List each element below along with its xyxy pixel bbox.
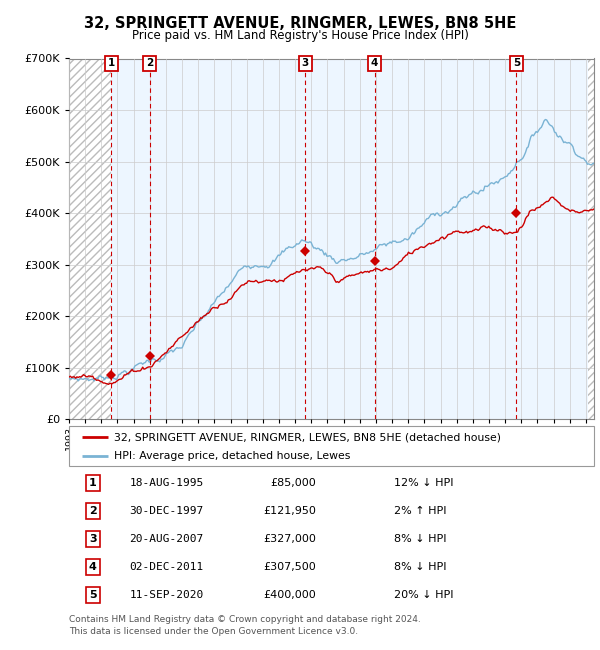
Text: 02-DEC-2011: 02-DEC-2011 [130, 562, 203, 572]
Text: 20-AUG-2007: 20-AUG-2007 [130, 534, 203, 544]
Text: £327,000: £327,000 [263, 534, 316, 544]
Text: 8% ↓ HPI: 8% ↓ HPI [395, 562, 447, 572]
FancyBboxPatch shape [69, 426, 594, 466]
Text: 2: 2 [146, 58, 153, 68]
Text: £121,950: £121,950 [263, 506, 316, 516]
Text: 18-AUG-1995: 18-AUG-1995 [130, 478, 203, 488]
Text: 2% ↑ HPI: 2% ↑ HPI [395, 506, 447, 516]
Bar [587, 58, 594, 419]
Text: £307,500: £307,500 [263, 562, 316, 572]
Text: Price paid vs. HM Land Registry's House Price Index (HPI): Price paid vs. HM Land Registry's House … [131, 29, 469, 42]
Text: £85,000: £85,000 [270, 478, 316, 488]
Text: 12% ↓ HPI: 12% ↓ HPI [395, 478, 454, 488]
Text: HPI: Average price, detached house, Lewes: HPI: Average price, detached house, Lewe… [113, 451, 350, 461]
Text: 3: 3 [89, 534, 97, 544]
Text: Contains HM Land Registry data © Crown copyright and database right 2024.
This d: Contains HM Land Registry data © Crown c… [69, 614, 421, 636]
Text: 3: 3 [302, 58, 309, 68]
Bar [69, 58, 594, 419]
Text: 2: 2 [89, 506, 97, 516]
Text: 4: 4 [371, 58, 379, 68]
Text: 11-SEP-2020: 11-SEP-2020 [130, 590, 203, 600]
Text: 1: 1 [89, 478, 97, 488]
Text: £400,000: £400,000 [263, 590, 316, 600]
Text: 8% ↓ HPI: 8% ↓ HPI [395, 534, 447, 544]
Text: 20% ↓ HPI: 20% ↓ HPI [395, 590, 454, 600]
Text: 5: 5 [89, 590, 97, 600]
Text: 1: 1 [108, 58, 115, 68]
Text: 30-DEC-1997: 30-DEC-1997 [130, 506, 203, 516]
Text: 5: 5 [513, 58, 520, 68]
Text: 32, SPRINGETT AVENUE, RINGMER, LEWES, BN8 5HE (detached house): 32, SPRINGETT AVENUE, RINGMER, LEWES, BN… [113, 432, 500, 442]
Bar [69, 58, 112, 419]
Text: 32, SPRINGETT AVENUE, RINGMER, LEWES, BN8 5HE: 32, SPRINGETT AVENUE, RINGMER, LEWES, BN… [84, 16, 516, 31]
Text: 4: 4 [89, 562, 97, 572]
